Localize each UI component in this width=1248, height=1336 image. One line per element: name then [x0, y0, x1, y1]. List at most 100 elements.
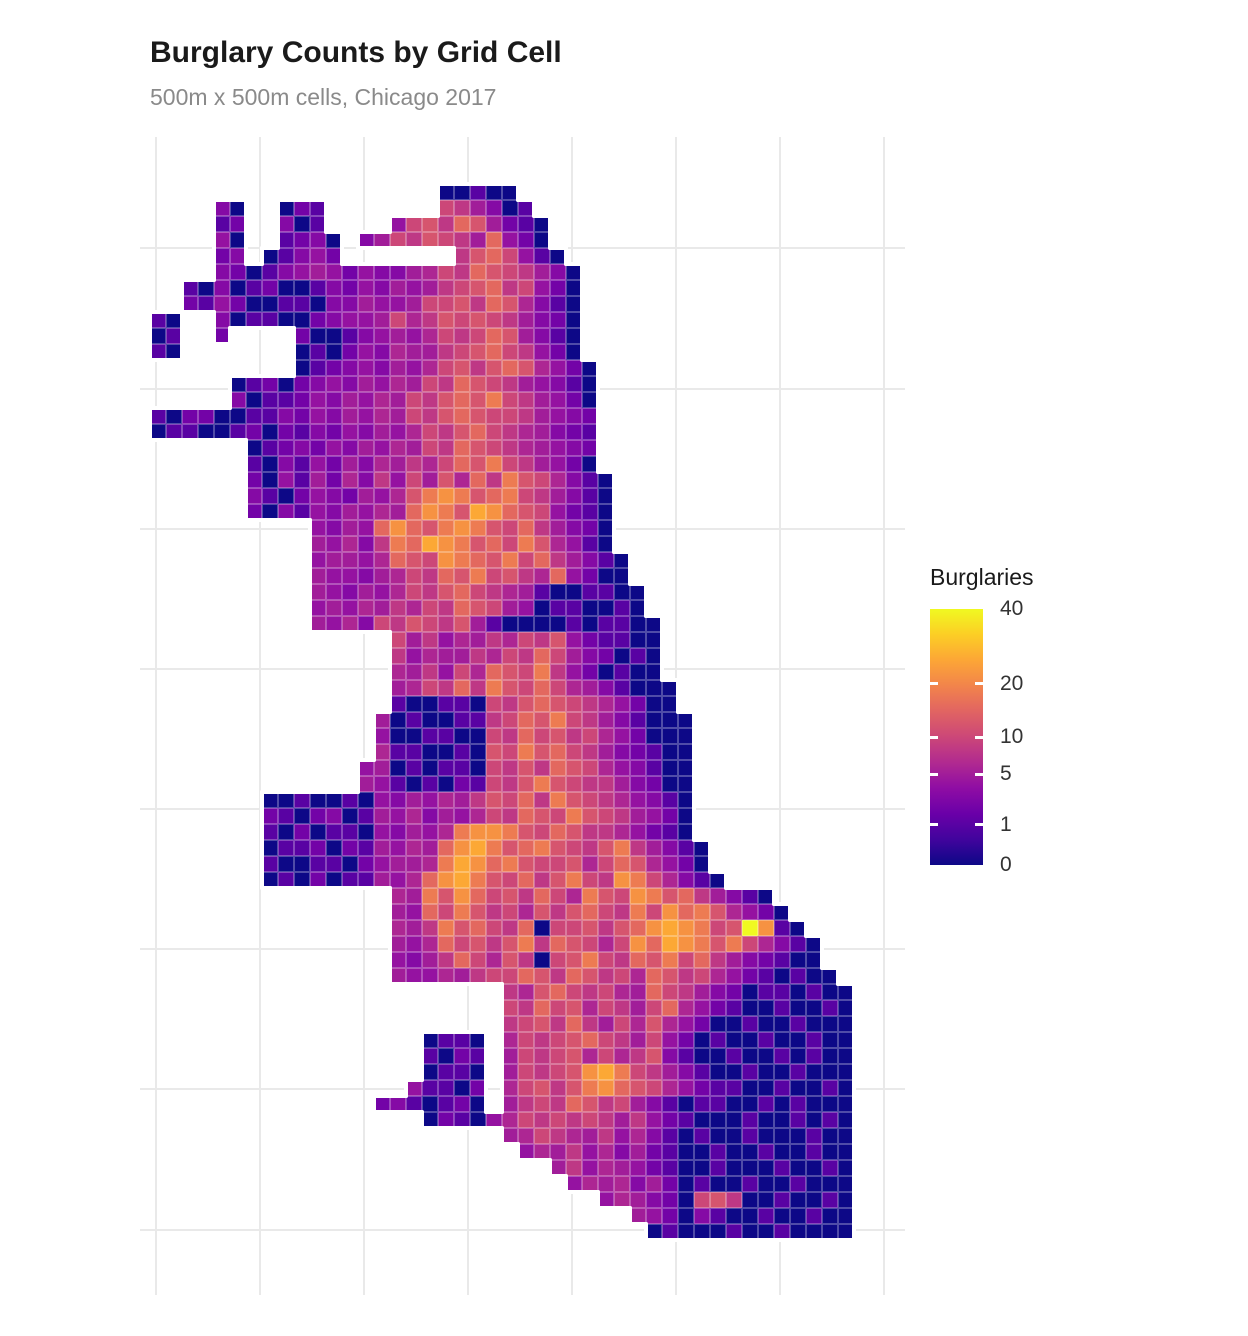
grid-cell [502, 792, 518, 808]
grid-cell [422, 808, 438, 824]
grid-cell [534, 680, 550, 696]
grid-cell [246, 296, 262, 312]
boundary-segment [500, 1142, 520, 1146]
grid-cell [262, 488, 278, 504]
grid-cell [406, 648, 422, 664]
grid-cell [326, 840, 342, 856]
grid-cell [390, 584, 406, 600]
grid-cell [406, 264, 422, 280]
boundary-segment [740, 886, 760, 890]
grid-cell [390, 904, 406, 920]
grid-cell [422, 600, 438, 616]
grid-cell [486, 936, 502, 952]
grid-cell [566, 744, 582, 760]
boundary-segment [660, 630, 664, 650]
grid-cell [598, 968, 614, 984]
grid-cell [374, 824, 390, 840]
grid-cell [470, 632, 486, 648]
grid-cell [454, 952, 470, 968]
grid-cell [758, 1192, 774, 1208]
boundary-segment [708, 870, 728, 874]
grid-cell [630, 680, 646, 696]
boundary-segment [660, 614, 664, 634]
grid-cell [406, 536, 422, 552]
grid-cell [758, 904, 774, 920]
grid-cell [438, 488, 454, 504]
grid-cell [550, 1064, 566, 1080]
grid-cell [726, 904, 742, 920]
grid-cell [726, 1112, 742, 1128]
grid-cell [390, 408, 406, 424]
grid-cell [486, 904, 502, 920]
grid-cell [390, 568, 406, 584]
grid-cell [454, 472, 470, 488]
grid-cell [694, 1064, 710, 1080]
grid-cell [726, 1032, 742, 1048]
grid-cell [470, 520, 486, 536]
grid-cell [470, 904, 486, 920]
grid-cell [422, 440, 438, 456]
grid-cell [454, 200, 470, 216]
grid-cell [214, 200, 230, 216]
grid-cell [550, 936, 566, 952]
grid-cell [550, 728, 566, 744]
grid-cell [406, 568, 422, 584]
grid-cell [678, 1080, 694, 1096]
grid-cell [454, 504, 470, 520]
grid-cell [342, 456, 358, 472]
grid-cell [518, 280, 534, 296]
grid-cell [550, 1016, 566, 1032]
boundary-segment [692, 726, 696, 746]
boundary-segment [404, 246, 424, 250]
grid-cell [758, 1112, 774, 1128]
grid-cell [438, 776, 454, 792]
grid-cell [214, 232, 230, 248]
grid-cell [614, 1192, 630, 1208]
grid-cell [486, 792, 502, 808]
grid-cell [454, 808, 470, 824]
grid-cell [502, 424, 518, 440]
grid-cell [470, 344, 486, 360]
grid-cell [806, 1144, 822, 1160]
grid-cell [278, 440, 294, 456]
grid-cell [310, 856, 326, 872]
grid-cell [774, 1176, 790, 1192]
boundary-segment [340, 246, 344, 266]
grid-cell [566, 328, 582, 344]
grid-cell [726, 936, 742, 952]
grid-cell [582, 792, 598, 808]
grid-cell [422, 872, 438, 888]
grid-cell [550, 584, 566, 600]
grid-cell [774, 1080, 790, 1096]
grid-cell [742, 1224, 758, 1240]
grid-cell [566, 568, 582, 584]
grid-cell [742, 1112, 758, 1128]
grid-cell [470, 936, 486, 952]
boundary-segment [692, 806, 696, 826]
boundary-segment [276, 790, 296, 794]
grid-cell [502, 312, 518, 328]
grid-cell [646, 680, 662, 696]
grid-cell [710, 952, 726, 968]
grid-cell [694, 888, 710, 904]
grid-cell [518, 328, 534, 344]
grid-cell [582, 440, 598, 456]
grid-cell [678, 1112, 694, 1128]
grid-cell [294, 312, 310, 328]
grid-cell [518, 376, 534, 392]
grid-cell [646, 856, 662, 872]
grid-cell [454, 824, 470, 840]
grid-cell [422, 904, 438, 920]
grid-cell [486, 328, 502, 344]
grid-cell [422, 616, 438, 632]
grid-cell [454, 1064, 470, 1080]
boundary-segment [692, 822, 696, 842]
boundary-segment [484, 1078, 488, 1098]
grid-cell [422, 920, 438, 936]
boundary-segment [820, 966, 840, 970]
grid-cell [422, 1112, 438, 1128]
grid-cell [374, 264, 390, 280]
grid-cell [470, 824, 486, 840]
grid-cell [758, 1016, 774, 1032]
grid-cell [406, 296, 422, 312]
